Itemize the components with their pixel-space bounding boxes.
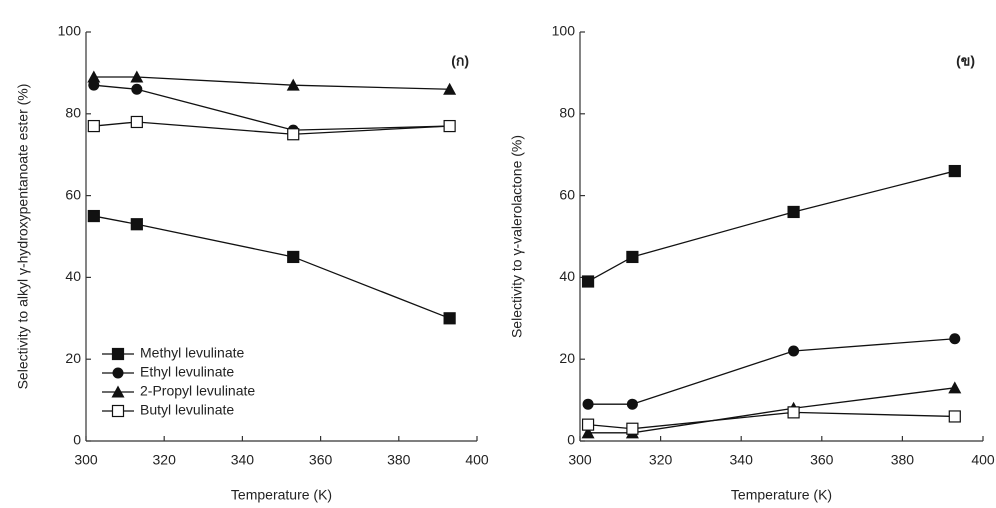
- y-tick-label: 40: [65, 268, 81, 284]
- x-tick-label: 400: [465, 452, 489, 468]
- y-tick-label: 0: [567, 432, 575, 448]
- x-tick-label: 340: [231, 452, 255, 468]
- y-tick-label: 0: [73, 432, 81, 448]
- y-tick-label: 40: [559, 268, 575, 284]
- x-tick-label: 380: [891, 452, 915, 468]
- marker: [626, 422, 639, 435]
- x-tick-label: 300: [568, 452, 592, 468]
- y-tick-label: 60: [65, 186, 81, 202]
- x-tick-label: 320: [153, 452, 177, 468]
- marker: [626, 250, 639, 264]
- marker: [948, 381, 962, 394]
- marker: [287, 250, 300, 264]
- series-line: [588, 411, 955, 430]
- legend-label: 2-Propyl levulinate: [140, 383, 255, 399]
- y-axis-label: Selectivity to γ-valerolactone (%): [509, 135, 525, 338]
- marker: [443, 82, 457, 95]
- legend-marker: [111, 404, 125, 418]
- marker: [626, 398, 638, 410]
- x-axis-label: Temperature (K): [231, 487, 332, 503]
- marker: [131, 83, 143, 95]
- panel-label: (ข): [956, 53, 975, 69]
- marker: [130, 218, 143, 231]
- x-axis-label: Temperature (K): [731, 487, 832, 503]
- series-line: [588, 338, 955, 405]
- marker: [949, 333, 961, 345]
- marker: [443, 119, 456, 133]
- marker: [582, 398, 594, 410]
- x-tick-label: 400: [971, 452, 995, 468]
- series-line: [587, 170, 955, 283]
- marker: [788, 345, 800, 357]
- panel-label: (ก): [451, 53, 469, 69]
- legend-marker: [111, 385, 125, 398]
- x-tick-label: 380: [387, 452, 411, 468]
- y-tick-label: 20: [559, 350, 575, 366]
- marker: [130, 70, 144, 83]
- marker: [948, 164, 961, 178]
- x-tick-label: 340: [730, 452, 754, 468]
- series-line: [588, 387, 955, 434]
- x-tick-label: 360: [810, 452, 834, 468]
- marker: [948, 410, 961, 423]
- marker: [87, 119, 100, 133]
- marker: [581, 418, 595, 431]
- marker: [443, 312, 456, 325]
- marker: [787, 205, 800, 219]
- marker: [581, 275, 595, 288]
- y-tick-label: 80: [559, 105, 575, 121]
- series-line: [93, 215, 450, 319]
- legend-label: Ethyl levulinate: [140, 364, 234, 380]
- x-tick-label: 300: [74, 452, 98, 468]
- marker: [286, 78, 300, 91]
- series-line: [93, 76, 450, 90]
- marker: [787, 406, 800, 419]
- x-tick-label: 360: [309, 452, 333, 468]
- y-tick-label: 100: [58, 23, 82, 39]
- y-axis-label: Selectivity to alkyl γ-hydroxypentanoate…: [15, 84, 31, 390]
- legend-marker: [111, 347, 125, 361]
- series-line: [93, 84, 450, 131]
- series-line: [93, 121, 450, 135]
- y-tick-label: 100: [552, 23, 576, 39]
- marker: [130, 115, 143, 129]
- legend-label: Methyl levulinate: [140, 345, 244, 361]
- marker: [87, 70, 101, 83]
- legend-label: Butyl levulinate: [140, 402, 234, 418]
- marker: [287, 128, 300, 141]
- marker: [581, 426, 595, 439]
- y-tick-label: 80: [65, 105, 81, 121]
- x-tick-label: 320: [649, 452, 673, 468]
- y-tick-label: 60: [559, 186, 575, 202]
- legend-marker: [112, 367, 124, 379]
- y-tick-label: 20: [65, 350, 81, 366]
- marker: [87, 209, 100, 223]
